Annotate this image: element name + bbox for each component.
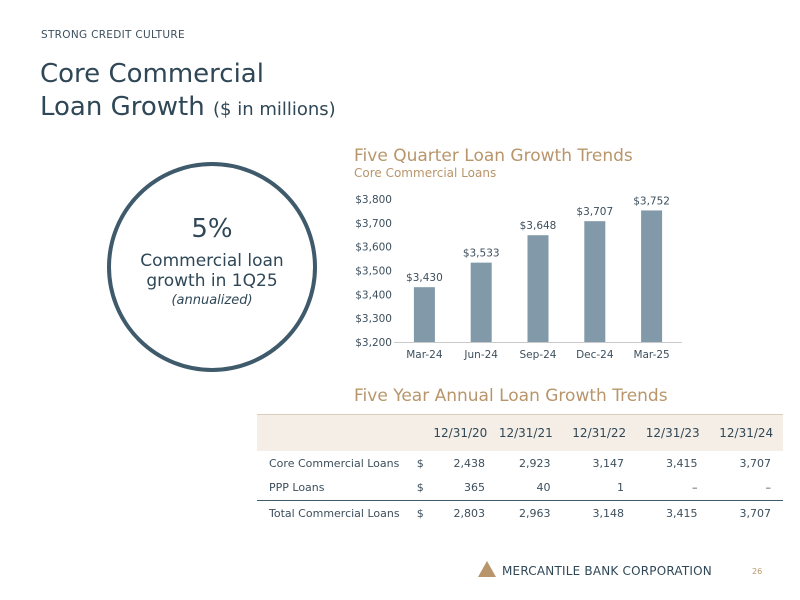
x-tick-label: Jun-24 <box>463 349 498 361</box>
title-line-1: Core Commercial <box>40 59 264 89</box>
bar <box>527 235 549 342</box>
table-cell: 3,148 <box>562 500 636 526</box>
page-number: 26 <box>752 567 763 576</box>
growth-percent: 5% <box>191 214 233 244</box>
x-tick-label: Mar-25 <box>633 349 669 361</box>
row-currency: $ <box>416 456 424 470</box>
title-units: ($ in millions) <box>213 99 336 120</box>
row-label: PPP Loans <box>269 481 325 495</box>
table-cell: 3,415 <box>665 456 698 470</box>
row-currency: $ <box>416 500 432 526</box>
bar-value-label: $3,707 <box>576 206 613 218</box>
row-label: Core Commercial Loans <box>269 456 400 470</box>
y-tick-label: $3,300 <box>355 313 392 325</box>
bar-value-label: $3,533 <box>463 248 500 260</box>
bar <box>641 210 663 342</box>
table-cell: 3,415 <box>635 500 710 526</box>
table-cell: – <box>691 481 698 495</box>
bar-value-label: $3,648 <box>520 220 557 232</box>
growth-label-line-2: growth in 1Q25 <box>146 271 278 291</box>
table-cell: 2,963 <box>489 500 563 526</box>
table-cell: 1 <box>616 481 624 495</box>
table-cell: 2,803 <box>431 500 490 526</box>
table-header-cell: 12/31/21 <box>489 414 563 451</box>
title-line-2: Loan Growth <box>40 92 205 122</box>
table-cell: 2,923 <box>519 456 551 470</box>
table-cell: 2,438 <box>453 456 486 470</box>
row-label: Total Commercial Loans <box>257 500 417 526</box>
table-row: Core Commercial Loans $ 2,438 2,923 3,14… <box>257 451 783 476</box>
y-tick-label: $3,200 <box>355 337 392 349</box>
table-header-blank <box>257 414 417 451</box>
triangle-logo-icon <box>478 561 496 577</box>
x-tick-label: Dec-24 <box>576 349 614 361</box>
annual-loan-table: 12/31/20 12/31/21 12/31/22 12/31/23 12/3… <box>257 414 783 526</box>
y-tick-label: $3,800 <box>355 194 392 206</box>
growth-label: Commercial loan growth in 1Q25 <box>111 251 313 291</box>
table-header-cell: 12/31/24 <box>709 414 783 451</box>
x-tick-label: Sep-24 <box>520 349 557 361</box>
table-header-row: 12/31/20 12/31/21 12/31/22 12/31/23 12/3… <box>257 414 783 451</box>
growth-callout-circle: 5% Commercial loan growth in 1Q25 (annua… <box>107 162 317 372</box>
bar-value-label: $3,752 <box>633 195 670 207</box>
page-title: Core Commercial Loan Growth ($ in millio… <box>40 58 336 126</box>
y-tick-label: $3,700 <box>355 218 392 230</box>
bar <box>413 287 435 342</box>
table-header-cell: 12/31/20 <box>431 414 490 451</box>
table-cell: 3,707 <box>739 456 772 470</box>
chart-title: Five Quarter Loan Growth Trends <box>354 146 633 166</box>
table-header-cell: 12/31/23 <box>635 414 710 451</box>
table-title: Five Year Annual Loan Growth Trends <box>354 386 668 406</box>
bar <box>470 262 492 342</box>
bar-value-label: $3,430 <box>406 272 443 284</box>
table-cell: – <box>765 481 772 495</box>
table-cell: 3,707 <box>709 500 783 526</box>
table-cell: 365 <box>464 481 486 495</box>
table-total-row: Total Commercial Loans $ 2,803 2,963 3,1… <box>257 500 783 526</box>
section-eyebrow: STRONG CREDIT CULTURE <box>41 29 185 41</box>
company-name: MERCANTILE BANK CORPORATION <box>502 564 712 578</box>
table-header-cell: 12/31/22 <box>562 414 636 451</box>
row-currency: $ <box>416 481 424 495</box>
bar <box>584 221 606 342</box>
table-cell: 3,147 <box>592 456 624 470</box>
growth-label-line-1: Commercial loan <box>140 251 284 271</box>
growth-note: (annualized) <box>171 293 253 308</box>
table-row: PPP Loans $ 365 40 1 – – <box>257 476 783 501</box>
chart-subtitle: Core Commercial Loans <box>354 166 497 180</box>
table-cell: 40 <box>536 481 551 495</box>
loan-growth-bar-chart: $3,200 $3,300 $3,400 $3,500 $3,600 $3,700 $3,8… <box>355 194 682 361</box>
x-tick-label: Mar-24 <box>406 349 443 361</box>
y-tick-label: $3,400 <box>355 289 392 301</box>
y-tick-label: $3,500 <box>355 266 392 278</box>
table-header-blank <box>416 414 432 451</box>
y-tick-label: $3,600 <box>355 242 392 254</box>
